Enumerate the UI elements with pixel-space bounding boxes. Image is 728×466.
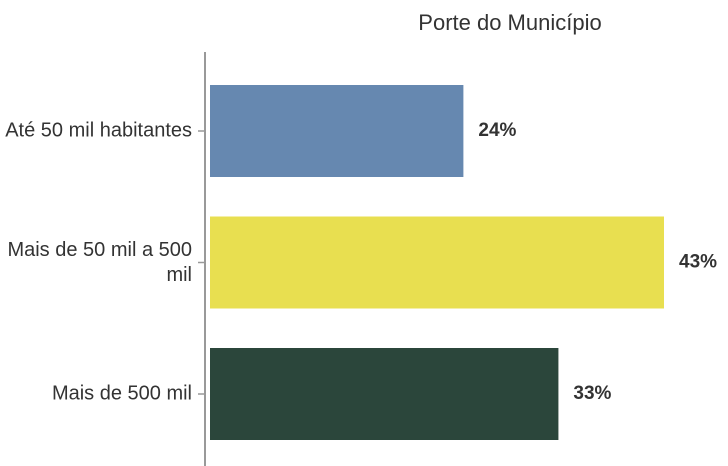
category-label: Mais de 500 mil [51,382,192,405]
bar [210,348,559,440]
value-label: 43% [679,252,717,273]
bar [210,85,464,177]
value-label: 33% [573,383,611,404]
value-label: 24% [478,120,516,141]
category-label: Mais de 50 mil a 500 mil [7,238,192,286]
category-label: Até 50 mil habitantes [5,119,192,142]
chart-title: Porte do Município [418,10,601,35]
bar [210,216,664,309]
